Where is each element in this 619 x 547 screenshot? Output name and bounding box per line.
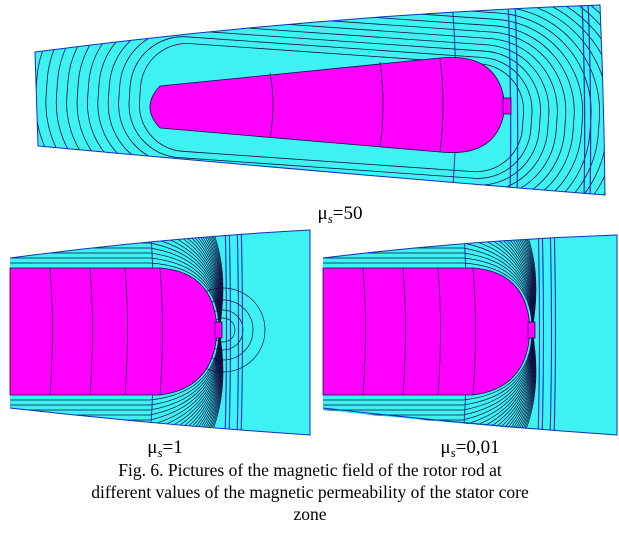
stator-line bbox=[553, 235, 557, 435]
field-line bbox=[45, 5, 600, 195]
rotor-rod bbox=[149, 57, 506, 154]
subscript: s bbox=[451, 445, 456, 460]
rod-line bbox=[472, 267, 476, 396]
stator-line bbox=[236, 230, 240, 435]
rod-line bbox=[124, 267, 128, 396]
panel-label: μs=50 bbox=[318, 203, 363, 226]
rod-line bbox=[439, 57, 444, 153]
mu: μ bbox=[147, 437, 157, 458]
value: =50 bbox=[333, 203, 363, 224]
mu: μ bbox=[318, 203, 328, 224]
subscript: s bbox=[157, 445, 162, 460]
field-line bbox=[128, 36, 533, 179]
caption-line: zone bbox=[293, 504, 326, 524]
mu: μ bbox=[440, 437, 450, 458]
subscript: s bbox=[328, 211, 333, 226]
stator-line bbox=[228, 230, 232, 435]
caption-line: Fig. 6. Pictures of the magnetic field o… bbox=[118, 460, 502, 480]
value: =1 bbox=[163, 437, 183, 458]
slot bbox=[527, 321, 536, 339]
rod-line bbox=[379, 61, 384, 148]
stator-line bbox=[514, 5, 519, 195]
panel-label: μs=0,01 bbox=[440, 437, 499, 460]
rotor-rod bbox=[322, 267, 531, 396]
panel-label: μs=1 bbox=[147, 437, 182, 460]
rod-line bbox=[362, 267, 366, 396]
outline bbox=[9, 229, 311, 436]
stator-line bbox=[541, 235, 545, 435]
rotor-rod bbox=[9, 267, 218, 396]
rod-line bbox=[402, 267, 406, 396]
outline bbox=[34, 4, 606, 196]
stator-line bbox=[587, 5, 592, 195]
stator-line bbox=[537, 235, 541, 435]
rod-line bbox=[159, 267, 163, 396]
outline bbox=[322, 234, 618, 436]
rod-line bbox=[437, 267, 441, 396]
rod-line bbox=[49, 267, 53, 396]
field-line bbox=[138, 43, 524, 173]
stator-line bbox=[549, 235, 553, 435]
stator-line bbox=[240, 230, 244, 435]
stator-line bbox=[581, 5, 586, 195]
rod-line bbox=[269, 72, 274, 139]
slot bbox=[502, 97, 512, 115]
value: =0,01 bbox=[456, 437, 500, 458]
rod-line bbox=[89, 267, 93, 396]
stator-line bbox=[224, 230, 228, 435]
slot bbox=[214, 321, 223, 339]
caption-line: different values of the magnetic permeab… bbox=[91, 482, 529, 502]
field-panel-left bbox=[9, 229, 311, 436]
